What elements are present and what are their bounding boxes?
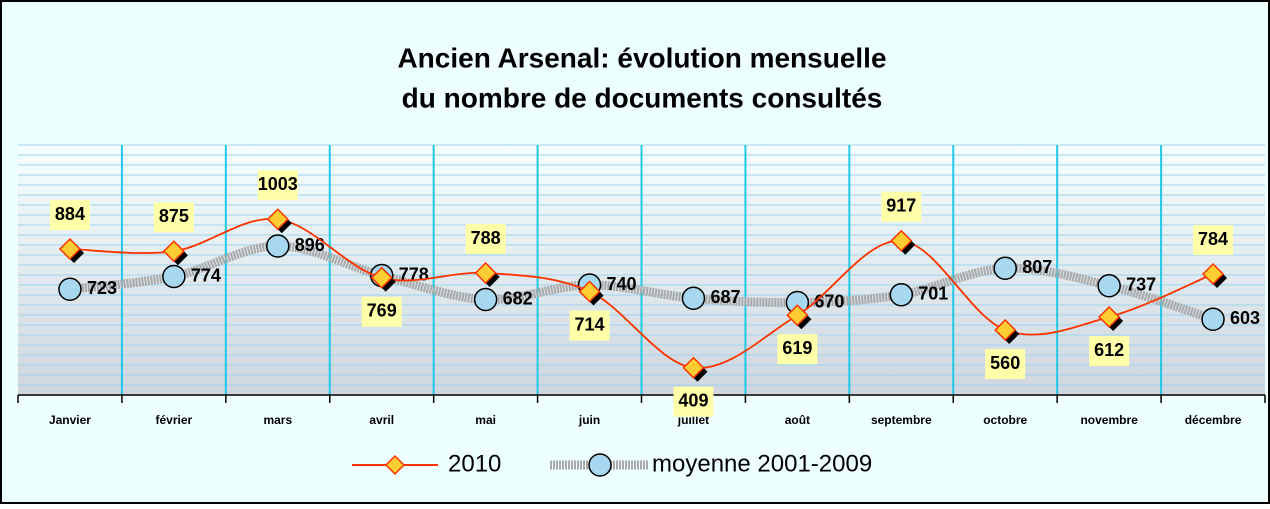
legend-marker: [384, 454, 406, 476]
data-label-box: [1089, 336, 1130, 366]
marker: [370, 266, 393, 289]
x-tick-label: septembre: [871, 413, 932, 427]
x-tick-label: décembre: [1185, 413, 1242, 427]
data-label: 714: [575, 314, 605, 334]
marker: [1201, 262, 1225, 286]
data-label: 687: [710, 287, 740, 307]
x-tick-label: août: [785, 413, 810, 427]
data-label: 788: [471, 228, 501, 248]
legend-label: 2010: [448, 450, 501, 477]
marker: [993, 256, 1017, 280]
x-tick-label: Janvier: [49, 413, 91, 427]
data-label-box: [153, 202, 194, 233]
marker: [578, 280, 601, 303]
data-label: 774: [191, 265, 221, 285]
marker: [786, 304, 809, 327]
data-label-box: [49, 200, 90, 230]
data-label: 701: [918, 284, 948, 304]
data-label: 740: [607, 274, 637, 294]
data-label: 1003: [258, 174, 298, 194]
marker: [681, 286, 706, 310]
marker: [162, 264, 186, 289]
data-label: 896: [295, 235, 325, 255]
data-label-box: [257, 170, 298, 201]
chart-title: Ancien Arsenal: évolution mensuelle: [397, 42, 886, 73]
data-label-box: [673, 386, 714, 417]
data-label: 682: [503, 288, 533, 308]
x-tick-label: avril: [369, 413, 394, 427]
marker: [1201, 307, 1225, 331]
marker: [58, 277, 82, 301]
marker: [58, 237, 82, 261]
data-label: 723: [87, 278, 117, 298]
data-label-box: [1193, 225, 1234, 255]
marker: [994, 318, 1017, 342]
data-label: 619: [782, 338, 812, 358]
chart-title: du nombre de documents consultés: [402, 82, 883, 113]
data-label: 612: [1094, 340, 1124, 360]
data-label-box: [777, 334, 818, 365]
data-label: 603: [1230, 308, 1260, 328]
data-label-box: [881, 191, 922, 222]
data-label-box: [465, 224, 506, 254]
marker: [1097, 274, 1121, 298]
marker: [890, 229, 913, 252]
marker: [682, 356, 705, 379]
marker: [1098, 305, 1121, 329]
marker: [266, 234, 290, 258]
data-label: 784: [1198, 229, 1228, 249]
marker: [889, 283, 914, 307]
legend-marker: [588, 453, 612, 477]
data-label-box: [985, 349, 1026, 379]
data-label: 769: [367, 301, 397, 321]
data-label: 670: [814, 291, 844, 311]
data-label: 409: [678, 391, 708, 411]
x-tick-label: mars: [263, 413, 292, 427]
x-tick-label: octobre: [983, 413, 1027, 427]
x-tick-label: février: [156, 413, 193, 427]
x-tick-label: novembre: [1080, 413, 1138, 427]
legend-label: moyenne 2001-2009: [652, 450, 872, 477]
x-tick-label: juin: [578, 413, 600, 427]
marker: [266, 208, 289, 231]
marker: [474, 261, 497, 285]
data-label-box: [361, 296, 402, 327]
x-tick-label: mai: [475, 413, 496, 427]
data-label: 737: [1126, 275, 1156, 295]
data-label: 884: [55, 204, 85, 224]
data-label: 807: [1022, 257, 1052, 277]
marker: [162, 240, 185, 263]
data-label: 560: [990, 353, 1020, 373]
data-label-box: [569, 310, 610, 341]
data-label: 875: [159, 206, 189, 226]
data-label: 917: [886, 196, 916, 216]
marker: [473, 287, 498, 312]
